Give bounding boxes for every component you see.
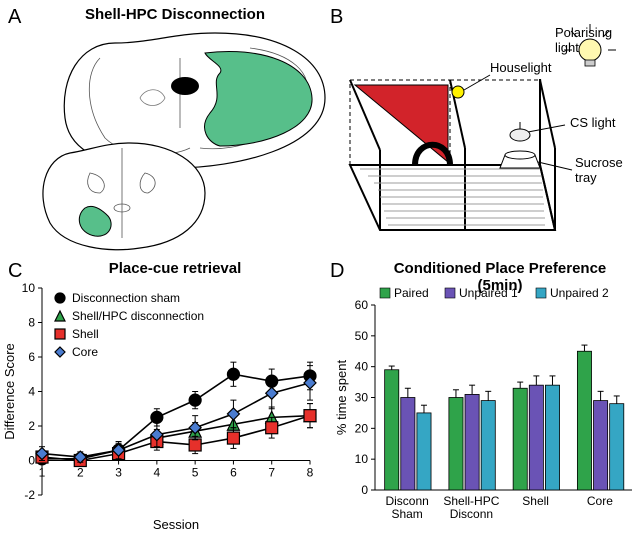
panel-c-title: Place-cue retrieval (60, 260, 290, 277)
svg-text:Core: Core (587, 494, 613, 508)
svg-text:20: 20 (355, 421, 369, 435)
svg-text:3: 3 (115, 466, 122, 480)
svg-text:4: 4 (28, 385, 35, 399)
svg-text:0: 0 (361, 483, 368, 497)
panel-a-label: A (8, 6, 21, 29)
houselight-icon (452, 86, 464, 98)
cs-light-icon (510, 122, 530, 141)
svg-text:Session: Session (153, 517, 199, 532)
panel-c-chart: Place-cue retrieval -2024681012345678Ses… (0, 260, 320, 540)
svg-text:8: 8 (28, 316, 35, 330)
svg-text:% time spent: % time spent (334, 360, 349, 436)
panel-d-title: Conditioned Place Preference (5min) (370, 260, 630, 294)
panel-a-diagram (30, 28, 330, 258)
annot-polarising: Polarising light (555, 25, 635, 55)
figure-root: A B C D Shell-HPC Disconnection (0, 0, 640, 542)
svg-text:Shell/HPC disconnection: Shell/HPC disconnection (72, 309, 204, 323)
svg-text:Disconn: Disconn (450, 507, 493, 521)
svg-text:Shell-HPC: Shell-HPC (443, 494, 499, 508)
annot-cs: CS light (570, 115, 616, 130)
annot-houselight: Houselight (490, 60, 551, 75)
svg-text:30: 30 (355, 391, 369, 405)
svg-text:Difference Score: Difference Score (2, 343, 17, 440)
svg-text:10: 10 (22, 281, 36, 295)
sucrose-tray-icon (500, 151, 540, 168)
svg-text:Disconn: Disconn (385, 494, 428, 508)
svg-text:8: 8 (307, 466, 314, 480)
svg-text:60: 60 (355, 298, 369, 312)
svg-text:Shell: Shell (522, 494, 549, 508)
svg-text:50: 50 (355, 329, 369, 343)
svg-text:6: 6 (230, 466, 237, 480)
svg-text:Disconnection sham: Disconnection sham (72, 291, 180, 305)
svg-text:6: 6 (28, 350, 35, 364)
svg-text:2: 2 (77, 466, 84, 480)
svg-text:7: 7 (268, 466, 275, 480)
svg-text:2: 2 (28, 419, 35, 433)
svg-text:10: 10 (355, 452, 369, 466)
svg-text:Sham: Sham (391, 507, 422, 521)
svg-text:0: 0 (28, 454, 35, 468)
svg-text:Shell: Shell (72, 327, 99, 341)
svg-text:5: 5 (192, 466, 199, 480)
panel-d-chart: Conditioned Place Preference (5min) 0 10 2… (330, 260, 640, 540)
panel-a-title: Shell-HPC Disconnection (60, 6, 290, 23)
svg-text:Core: Core (72, 345, 98, 359)
svg-text:4: 4 (154, 466, 161, 480)
svg-text:1: 1 (39, 466, 46, 480)
svg-text:40: 40 (355, 360, 369, 374)
svg-text:-2: -2 (24, 488, 35, 502)
annot-sucrose: Sucrose tray (575, 155, 623, 185)
